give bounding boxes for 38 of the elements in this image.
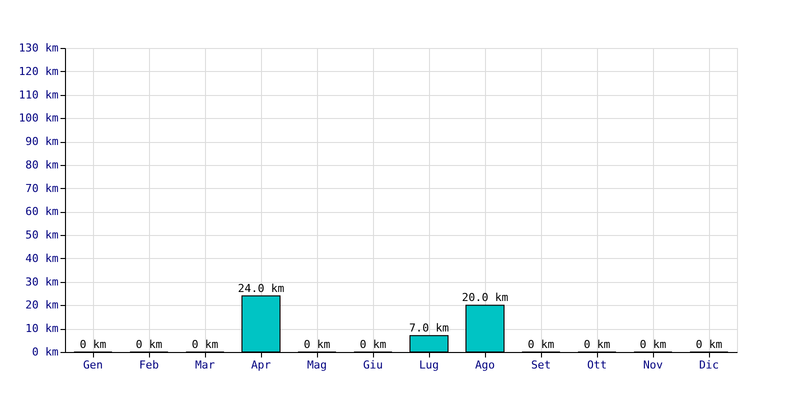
y-tick-label: 20 km	[25, 298, 59, 312]
x-tick-label: Ago	[475, 358, 495, 372]
data-label: 0 km	[528, 338, 555, 351]
y-tick-label: 60 km	[25, 205, 59, 218]
x-tick-label: Feb	[139, 358, 159, 372]
data-label: 20.0 km	[462, 291, 509, 304]
y-tick-label: 40 km	[25, 252, 59, 265]
x-tick-label: Gen	[83, 358, 103, 372]
data-label: 24.0 km	[238, 282, 285, 295]
y-tick-label: 130 km	[18, 42, 59, 54]
x-tick-label: Lug	[419, 358, 439, 372]
y-tick-label: 100 km	[18, 112, 59, 125]
y-tick-label: 10 km	[25, 322, 59, 336]
x-tick-label: Set	[531, 358, 551, 372]
data-label: 0 km	[80, 338, 107, 351]
x-tick-label: Ott	[587, 358, 607, 372]
y-tick-label: 110 km	[18, 88, 59, 102]
y-tick-label: 30 km	[25, 275, 59, 288]
data-label: 0 km	[584, 338, 611, 351]
y-tick-label: 50 km	[25, 228, 59, 242]
y-tick-label: 120 km	[18, 64, 59, 78]
y-tick-label: 70 km	[25, 182, 59, 195]
x-tick-label: Dic	[699, 358, 719, 372]
data-label: 0 km	[304, 338, 331, 351]
x-tick-label: Mar	[195, 358, 216, 372]
data-label: 0 km	[192, 338, 219, 351]
x-tick-label: Nov	[643, 358, 664, 372]
x-tick-label: Apr	[251, 358, 272, 372]
y-tick-label: 80 km	[25, 158, 59, 172]
data-label: 0 km	[640, 338, 667, 351]
data-label: 0 km	[696, 338, 723, 351]
data-label: 7.0 km	[409, 322, 450, 335]
y-tick-label: 90 km	[25, 135, 59, 148]
x-tick-label: Mag	[307, 358, 327, 372]
data-label: 0 km	[360, 338, 387, 351]
data-label: 0 km	[136, 338, 163, 351]
y-tick-label: 0 km	[32, 346, 59, 358]
x-tick-label: Giu	[363, 358, 383, 372]
